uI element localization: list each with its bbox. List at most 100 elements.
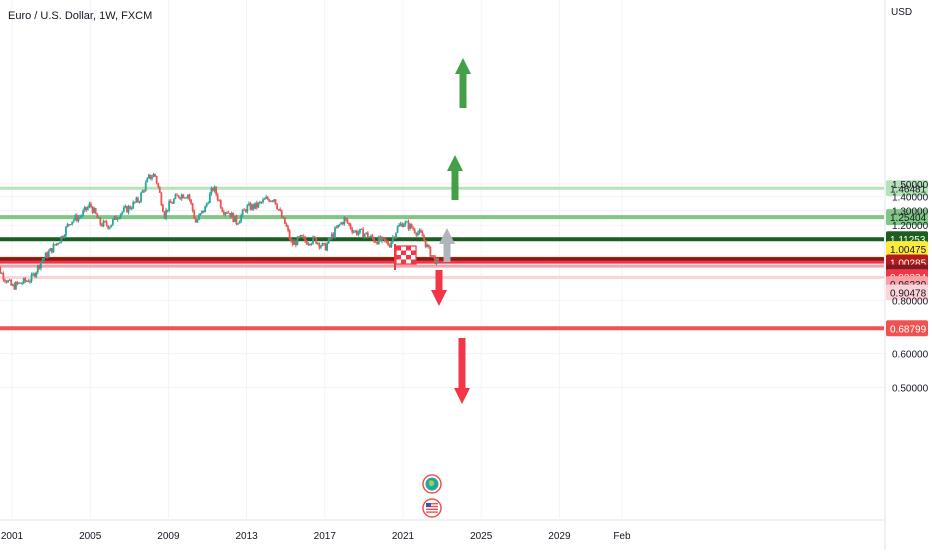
candle-body bbox=[412, 227, 415, 230]
candle-body bbox=[2, 273, 5, 280]
candle-body bbox=[223, 211, 225, 215]
candle-body bbox=[321, 243, 324, 246]
candle-body bbox=[427, 244, 430, 247]
y-tick-label: 1.50000 bbox=[892, 180, 929, 191]
candle-body bbox=[35, 272, 38, 277]
candle-body bbox=[110, 224, 113, 228]
candle-body bbox=[437, 258, 440, 262]
candle-body bbox=[205, 203, 208, 207]
candle-body bbox=[49, 248, 52, 252]
arrow-up-icon[interactable] bbox=[447, 155, 463, 200]
candle-body bbox=[391, 237, 394, 242]
candle-body bbox=[384, 237, 386, 241]
candle-body bbox=[226, 212, 228, 214]
candle-body bbox=[262, 199, 264, 203]
candle-body bbox=[363, 233, 366, 238]
candle-body bbox=[368, 236, 371, 238]
candle-body bbox=[10, 279, 13, 286]
candle-body bbox=[86, 207, 89, 210]
time-scale[interactable]: 2001 2005 2009 2013 2017 2021 2025 2029 Feb bbox=[0, 519, 884, 542]
level-price-tag[interactable] bbox=[886, 209, 928, 226]
candle-body bbox=[416, 232, 419, 236]
candle-body bbox=[96, 213, 99, 218]
candle-body bbox=[18, 282, 20, 284]
candle-body bbox=[420, 230, 422, 233]
candle-body bbox=[224, 212, 227, 215]
us-flag-event-icon[interactable] bbox=[422, 498, 442, 518]
candle-body bbox=[115, 216, 117, 220]
arrow-down-icon[interactable] bbox=[454, 338, 470, 404]
candle-body bbox=[312, 236, 314, 244]
candle-body bbox=[108, 227, 111, 229]
candle-body bbox=[146, 178, 149, 183]
candle-body bbox=[324, 243, 327, 251]
arrow-down-icon[interactable] bbox=[431, 270, 447, 306]
arrow-up-icon[interactable] bbox=[455, 58, 471, 108]
horizontal-levels[interactable] bbox=[0, 186, 884, 331]
candle-body bbox=[341, 222, 344, 225]
candle-body bbox=[82, 210, 85, 216]
checkered-flag-icon[interactable] bbox=[394, 244, 417, 270]
candle-body bbox=[266, 196, 269, 200]
candle-body bbox=[233, 215, 236, 222]
candle-body bbox=[47, 251, 50, 258]
y-tick-label: 1.20000 bbox=[892, 221, 929, 232]
candle-body bbox=[432, 255, 435, 257]
candle-body bbox=[227, 212, 230, 214]
x-tick-label: Feb bbox=[613, 531, 631, 542]
level-price-tag[interactable] bbox=[886, 320, 928, 337]
event-icons[interactable] bbox=[394, 244, 442, 518]
candle-body bbox=[216, 194, 219, 201]
candle-body bbox=[88, 203, 91, 208]
candle-body bbox=[152, 174, 155, 178]
x-tick-label: 2005 bbox=[79, 531, 102, 542]
candle-body bbox=[426, 244, 429, 248]
earth-event-icon[interactable] bbox=[422, 474, 442, 494]
price-scale[interactable]: 1.464811.254041.112531.004751.002850.996… bbox=[884, 0, 929, 550]
y-tick-label: 0.60000 bbox=[892, 350, 929, 361]
candle-body bbox=[385, 240, 388, 242]
candle-body bbox=[282, 217, 285, 219]
candle-body bbox=[329, 237, 332, 239]
candle-body bbox=[360, 228, 363, 230]
candle-body bbox=[38, 265, 41, 269]
candle-body bbox=[290, 239, 293, 242]
level-price-label: 1.00285 bbox=[890, 258, 927, 269]
level-price-tag[interactable] bbox=[886, 241, 928, 258]
candle-body bbox=[287, 226, 289, 231]
arrow-up-icon[interactable] bbox=[439, 228, 455, 262]
candle-body bbox=[393, 237, 396, 239]
candle-body bbox=[176, 194, 178, 196]
candle-body bbox=[373, 238, 375, 242]
candle-body bbox=[101, 224, 103, 227]
candle-body bbox=[210, 188, 213, 194]
candle-body bbox=[90, 203, 92, 207]
level-price-tag[interactable] bbox=[886, 284, 928, 301]
candle-body bbox=[251, 204, 253, 210]
trend-arrows[interactable] bbox=[431, 58, 471, 404]
candle-body bbox=[107, 225, 110, 229]
candle-body bbox=[141, 190, 144, 193]
candle-body bbox=[370, 235, 372, 237]
candle-body bbox=[30, 274, 33, 282]
candle-body bbox=[243, 209, 246, 211]
candle-body bbox=[118, 217, 121, 219]
candle-body bbox=[293, 241, 296, 245]
candle-body bbox=[402, 224, 405, 227]
currency-label: USD bbox=[891, 7, 913, 18]
candle-body bbox=[126, 206, 128, 213]
candle-body bbox=[40, 262, 42, 269]
candle-body bbox=[299, 235, 302, 238]
candle-body bbox=[0, 267, 2, 274]
candle-body bbox=[24, 278, 27, 282]
candle-body bbox=[157, 183, 160, 188]
candle-body bbox=[294, 241, 297, 246]
candle-body bbox=[280, 210, 283, 218]
price-candles bbox=[0, 172, 440, 290]
candle-body bbox=[316, 242, 319, 244]
level-price-tag[interactable] bbox=[886, 180, 928, 197]
candle-body bbox=[288, 230, 291, 240]
candle-body bbox=[11, 284, 14, 286]
